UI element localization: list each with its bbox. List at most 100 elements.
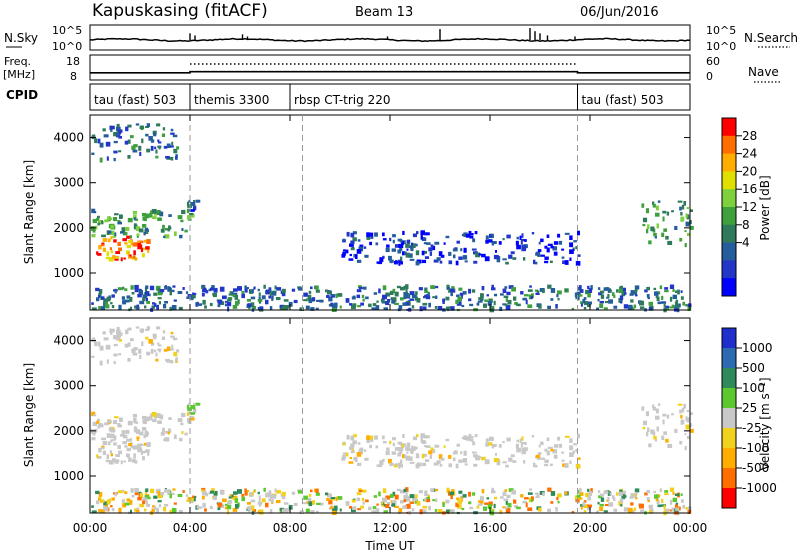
velocity-cell — [599, 503, 604, 507]
velocity-cell — [455, 502, 459, 507]
velocity-cell — [99, 345, 104, 351]
power-cell — [382, 255, 385, 259]
velocity-cell — [145, 495, 149, 499]
velocity-cell — [280, 493, 283, 497]
velocity-cell — [109, 420, 112, 424]
power-cell — [311, 297, 316, 302]
velocity-cell — [564, 435, 570, 438]
power-cell — [150, 145, 154, 151]
power-cell — [117, 241, 121, 246]
velocity-cell — [481, 489, 485, 494]
power-cell — [376, 300, 379, 303]
power-cell — [135, 218, 139, 221]
velocity-cell — [453, 457, 456, 462]
cpid-segment-label: tau (fast) 503 — [582, 93, 664, 107]
power-cell — [124, 288, 128, 291]
freq-tick-bottom: 8 — [70, 70, 77, 83]
velocity-cell — [402, 433, 405, 438]
power-y-label: Slant Range [km] — [22, 160, 36, 264]
velocity-cell — [100, 509, 106, 513]
power-cell — [409, 291, 415, 296]
power-cell — [369, 241, 372, 246]
velocity-cell — [395, 463, 398, 466]
velocity-cell — [382, 497, 387, 503]
power-cell — [608, 299, 613, 304]
power-cell — [634, 290, 637, 293]
velocity-cell — [375, 445, 379, 449]
velocity-cell — [505, 464, 509, 468]
power-cell — [485, 235, 489, 240]
power-cell — [564, 232, 570, 235]
power-cell — [229, 291, 234, 294]
velocity-cell — [665, 509, 670, 514]
date-title: 06/Jun/2016 — [580, 5, 659, 20]
power-cell — [621, 287, 626, 292]
velocity-cell — [613, 508, 618, 512]
velocity-cell — [90, 429, 96, 434]
power-cell — [478, 253, 482, 256]
velocity-colorbar-swatch — [722, 468, 736, 489]
velocity-cell — [471, 451, 477, 454]
velocity-cell — [229, 494, 234, 497]
velocity-cell — [118, 332, 123, 336]
power-cell — [485, 239, 489, 244]
power-cell — [203, 287, 207, 292]
power-cell — [350, 232, 355, 238]
power-cell — [129, 235, 133, 239]
velocity-cell — [426, 445, 431, 448]
power-cell — [631, 307, 635, 310]
power-cell — [348, 258, 354, 261]
power-cell — [315, 289, 320, 293]
velocity-cell — [642, 420, 648, 426]
velocity-cell — [245, 490, 249, 492]
power-cell — [165, 228, 169, 231]
velocity-cell — [502, 461, 507, 464]
power-cell — [159, 211, 164, 217]
power-cell — [448, 251, 452, 256]
power-cell — [245, 287, 249, 289]
power-cell — [634, 294, 638, 297]
power-colorbar-swatch — [722, 118, 736, 137]
velocity-cell — [199, 506, 202, 509]
velocity-cell — [98, 497, 101, 502]
power-cell — [395, 260, 398, 263]
velocity-cell — [142, 427, 147, 431]
power-cell — [171, 289, 175, 293]
power-cell — [406, 248, 409, 251]
power-cell — [396, 285, 401, 289]
velocity-cell — [571, 447, 574, 450]
power-cell — [533, 259, 536, 265]
power-cell — [583, 307, 587, 310]
power-cell — [647, 297, 650, 300]
velocity-cell — [352, 440, 357, 445]
power-cell — [448, 260, 453, 265]
power-cell — [227, 298, 232, 302]
velocity-cell — [127, 342, 131, 347]
velocity-cell — [133, 420, 137, 424]
velocity-cell — [250, 505, 255, 511]
velocity-cell — [274, 488, 277, 493]
velocity-cell — [117, 490, 123, 494]
velocity-cell — [646, 497, 650, 501]
power-cell — [147, 248, 150, 253]
power-cell — [358, 285, 362, 289]
power-cell — [557, 233, 561, 238]
power-colorbar-tick-label: 16 — [742, 182, 757, 196]
power-cell — [158, 301, 161, 305]
velocity-cell — [113, 335, 118, 340]
velocity-cell — [111, 508, 115, 512]
power-cell — [633, 304, 637, 309]
power-cell — [544, 245, 548, 249]
velocity-cell — [155, 352, 158, 357]
power-cell — [142, 253, 145, 258]
power-cell — [91, 152, 95, 155]
power-cell — [105, 141, 111, 147]
velocity-cell — [263, 487, 266, 492]
power-cell — [241, 293, 245, 299]
velocity-cell — [142, 419, 146, 424]
velocity-cell — [424, 493, 429, 496]
power-cell — [249, 289, 253, 292]
velocity-cell — [655, 498, 659, 502]
velocity-cell — [192, 495, 195, 498]
